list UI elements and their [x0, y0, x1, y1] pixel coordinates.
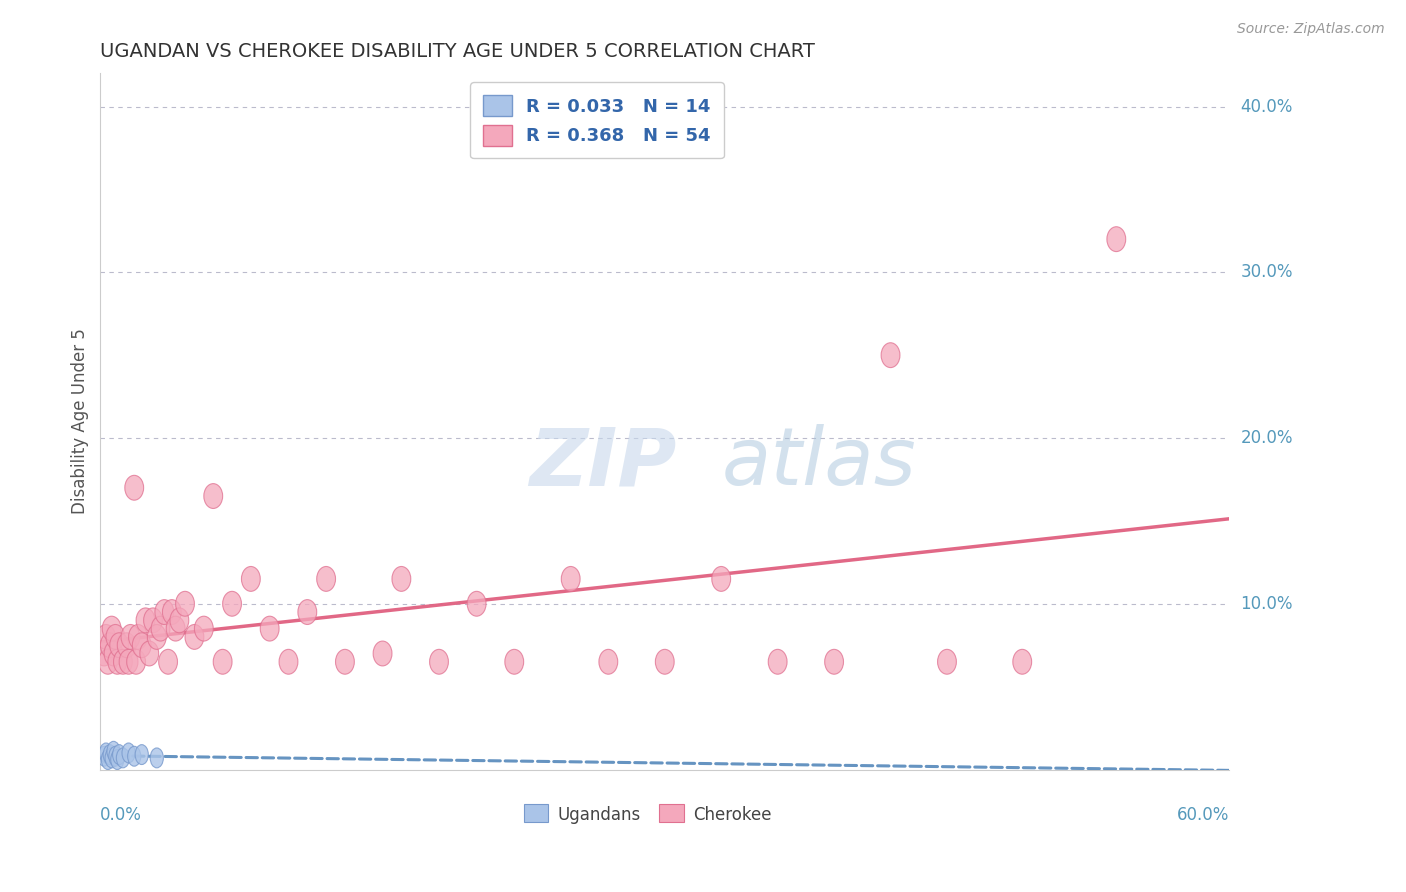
- Ellipse shape: [97, 747, 111, 766]
- Ellipse shape: [103, 616, 121, 641]
- Ellipse shape: [105, 624, 125, 649]
- Ellipse shape: [768, 649, 787, 674]
- Ellipse shape: [170, 608, 188, 632]
- Ellipse shape: [148, 624, 166, 649]
- Ellipse shape: [122, 743, 135, 763]
- Ellipse shape: [110, 632, 128, 657]
- Text: 10.0%: 10.0%: [1240, 595, 1294, 613]
- Ellipse shape: [104, 641, 122, 666]
- Ellipse shape: [298, 599, 316, 624]
- Ellipse shape: [152, 616, 170, 641]
- Ellipse shape: [214, 649, 232, 674]
- Ellipse shape: [561, 566, 581, 591]
- Ellipse shape: [599, 649, 617, 674]
- Ellipse shape: [278, 649, 298, 674]
- Ellipse shape: [825, 649, 844, 674]
- Ellipse shape: [117, 632, 136, 657]
- Ellipse shape: [194, 616, 214, 641]
- Ellipse shape: [108, 747, 122, 766]
- Ellipse shape: [373, 641, 392, 666]
- Ellipse shape: [938, 649, 956, 674]
- Ellipse shape: [117, 748, 129, 768]
- Ellipse shape: [143, 608, 163, 632]
- Text: 20.0%: 20.0%: [1240, 429, 1294, 447]
- Ellipse shape: [94, 641, 114, 666]
- Ellipse shape: [125, 475, 143, 500]
- Ellipse shape: [163, 599, 181, 624]
- Ellipse shape: [260, 616, 278, 641]
- Text: Ugandans: Ugandans: [558, 805, 641, 823]
- Text: atlas: atlas: [721, 425, 915, 502]
- Ellipse shape: [114, 649, 132, 674]
- Ellipse shape: [101, 749, 114, 770]
- Ellipse shape: [103, 745, 117, 764]
- Text: 60.0%: 60.0%: [1177, 806, 1229, 824]
- Ellipse shape: [112, 745, 125, 764]
- Ellipse shape: [186, 624, 204, 649]
- Ellipse shape: [111, 749, 124, 770]
- Ellipse shape: [127, 649, 145, 674]
- Text: Source: ZipAtlas.com: Source: ZipAtlas.com: [1237, 22, 1385, 37]
- Ellipse shape: [336, 649, 354, 674]
- Ellipse shape: [166, 616, 186, 641]
- Ellipse shape: [222, 591, 242, 616]
- Ellipse shape: [100, 743, 112, 763]
- Ellipse shape: [107, 741, 120, 761]
- Ellipse shape: [136, 608, 155, 632]
- Text: UGANDAN VS CHEROKEE DISABILITY AGE UNDER 5 CORRELATION CHART: UGANDAN VS CHEROKEE DISABILITY AGE UNDER…: [100, 42, 815, 61]
- Ellipse shape: [1012, 649, 1032, 674]
- Ellipse shape: [242, 566, 260, 591]
- Ellipse shape: [97, 624, 115, 649]
- Ellipse shape: [128, 624, 148, 649]
- Text: ZIP: ZIP: [529, 425, 676, 502]
- FancyBboxPatch shape: [523, 805, 548, 822]
- Ellipse shape: [316, 566, 336, 591]
- Ellipse shape: [155, 599, 174, 624]
- Legend: R = 0.033   N = 14, R = 0.368   N = 54: R = 0.033 N = 14, R = 0.368 N = 54: [471, 82, 724, 159]
- Ellipse shape: [882, 343, 900, 368]
- Ellipse shape: [105, 748, 118, 768]
- Ellipse shape: [159, 649, 177, 674]
- Ellipse shape: [139, 641, 159, 666]
- Y-axis label: Disability Age Under 5: Disability Age Under 5: [72, 328, 89, 515]
- Ellipse shape: [150, 748, 163, 768]
- Ellipse shape: [430, 649, 449, 674]
- Ellipse shape: [135, 745, 148, 764]
- Ellipse shape: [100, 632, 120, 657]
- Ellipse shape: [132, 632, 152, 657]
- Ellipse shape: [98, 649, 117, 674]
- Text: Cherokee: Cherokee: [693, 805, 772, 823]
- Ellipse shape: [467, 591, 486, 616]
- Text: 40.0%: 40.0%: [1240, 97, 1294, 116]
- Text: 30.0%: 30.0%: [1240, 263, 1294, 281]
- Text: 0.0%: 0.0%: [100, 806, 142, 824]
- Ellipse shape: [121, 624, 139, 649]
- Ellipse shape: [120, 649, 138, 674]
- Ellipse shape: [392, 566, 411, 591]
- Ellipse shape: [108, 649, 127, 674]
- FancyBboxPatch shape: [659, 805, 683, 822]
- Ellipse shape: [711, 566, 731, 591]
- Ellipse shape: [505, 649, 523, 674]
- Ellipse shape: [128, 747, 141, 766]
- Ellipse shape: [204, 483, 222, 508]
- Ellipse shape: [655, 649, 673, 674]
- Ellipse shape: [176, 591, 194, 616]
- Ellipse shape: [1107, 227, 1126, 252]
